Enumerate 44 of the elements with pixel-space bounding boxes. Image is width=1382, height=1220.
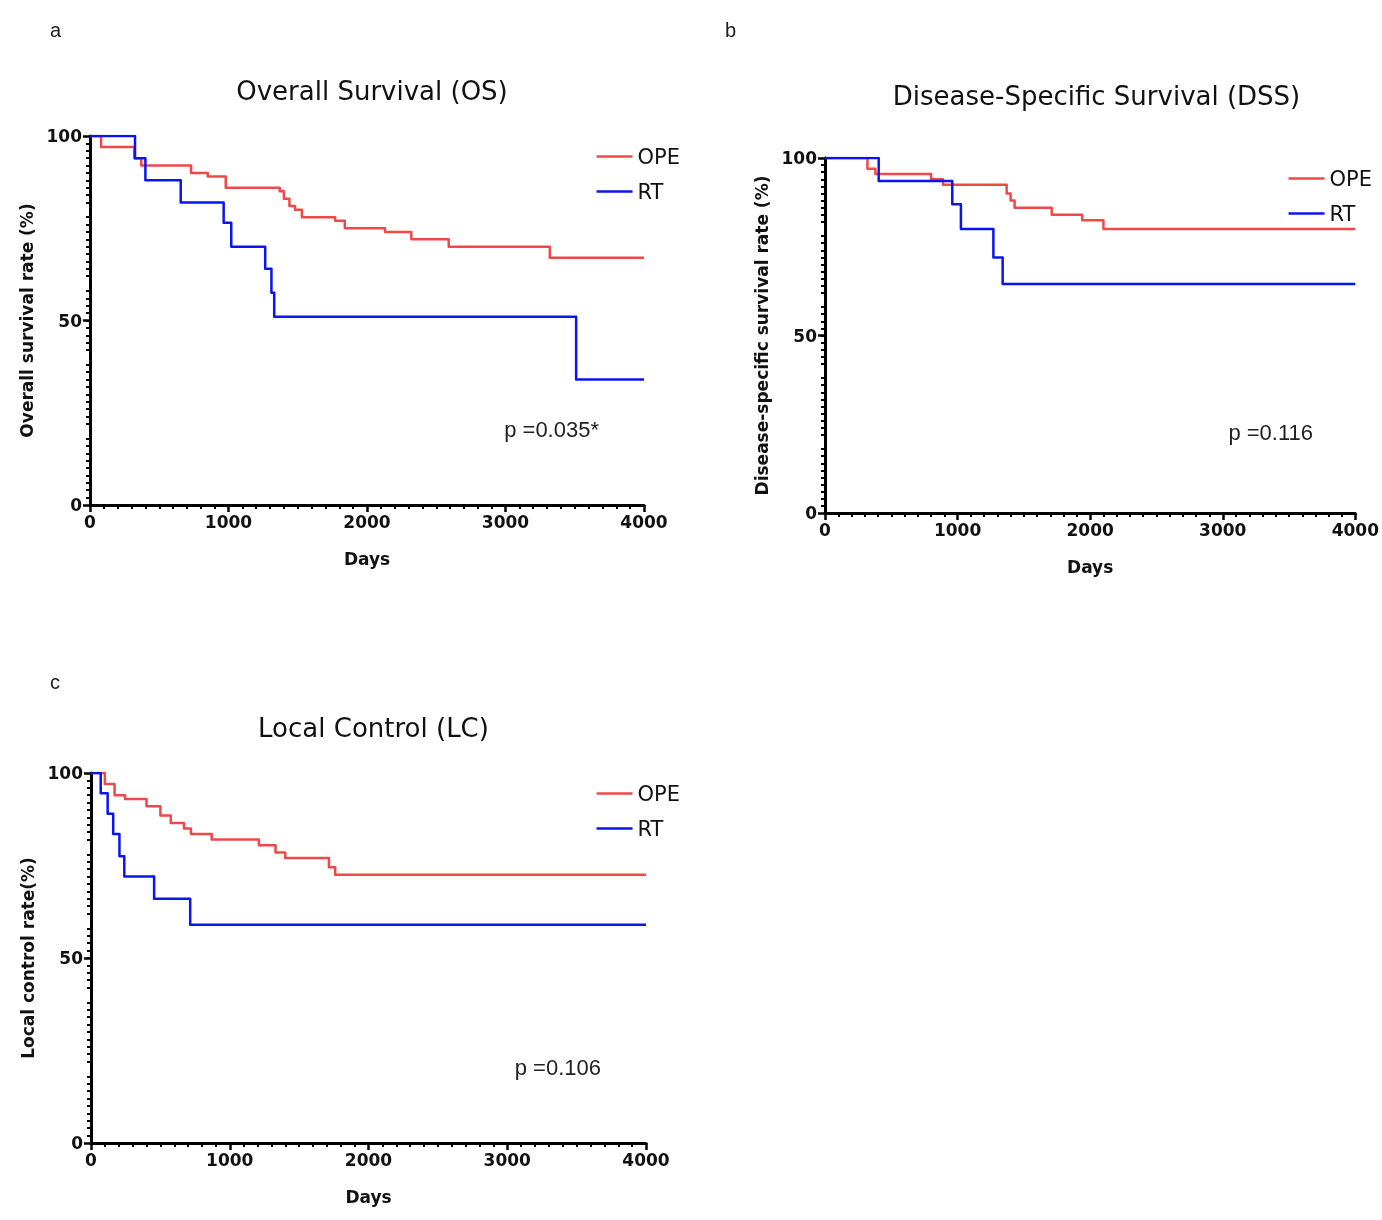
annotation: p =0.116 <box>1228 419 1314 445</box>
annotation: p =0.106 <box>514 1054 601 1080</box>
y-tick-label: 50 <box>793 325 818 346</box>
x-tick-label: 1000 <box>933 519 982 540</box>
chart-title: Local Control (LC) <box>258 713 489 743</box>
legend-label: RT <box>637 179 664 204</box>
x-axis-title: Days <box>343 548 391 569</box>
x-axis-title: Days <box>345 1186 392 1207</box>
x-tick-label: 2000 <box>344 1149 393 1170</box>
y-axis-title: Local control rate(%) <box>18 857 39 1059</box>
x-tick-label: 3000 <box>483 1149 532 1170</box>
annotation: p =0.035* <box>504 416 600 442</box>
y-tick-label: 0 <box>71 1133 84 1153</box>
x-tick-label: 1000 <box>204 511 253 532</box>
x-tick-label: 3000 <box>1199 519 1247 540</box>
x-tick-label: 0 <box>819 519 832 540</box>
y-tick-label: 50 <box>59 948 84 968</box>
legend-label: OPE <box>637 781 681 806</box>
x-tick-label: 4000 <box>1331 519 1380 540</box>
x-tick-label: 3000 <box>481 511 530 532</box>
x-tick-label: 0 <box>84 511 97 532</box>
legend-label: OPE <box>1329 166 1373 191</box>
legend-label: RT <box>1329 201 1356 226</box>
x-tick-label: 2000 <box>1066 519 1114 540</box>
y-tick-label: 100 <box>47 763 84 783</box>
chart-title: Overall Survival (OS) <box>236 76 508 106</box>
y-tick-label: 100 <box>781 148 818 168</box>
chart-title: Disease-Specific Survival (DSS) <box>892 81 1301 111</box>
x-axis-title: Days <box>1067 556 1114 577</box>
y-tick-label: 100 <box>46 126 83 146</box>
legend-label: OPE <box>637 144 681 169</box>
x-tick-label: 2000 <box>343 511 391 532</box>
y-axis-title: Overall survival rate (%) <box>17 203 38 438</box>
text: a <box>50 19 62 41</box>
x-tick-label: 1000 <box>206 1149 254 1170</box>
text: c <box>50 671 60 693</box>
x-tick-label: 4000 <box>622 1149 670 1170</box>
y-axis-title: Disease-specific survival rate (%) <box>752 175 773 496</box>
y-tick-label: 0 <box>70 495 83 515</box>
y-tick-label: 50 <box>58 310 83 331</box>
x-tick-label: 0 <box>85 1149 98 1170</box>
text: b <box>725 19 737 41</box>
x-tick-label: 4000 <box>620 511 668 532</box>
legend-label: RT <box>637 816 664 841</box>
